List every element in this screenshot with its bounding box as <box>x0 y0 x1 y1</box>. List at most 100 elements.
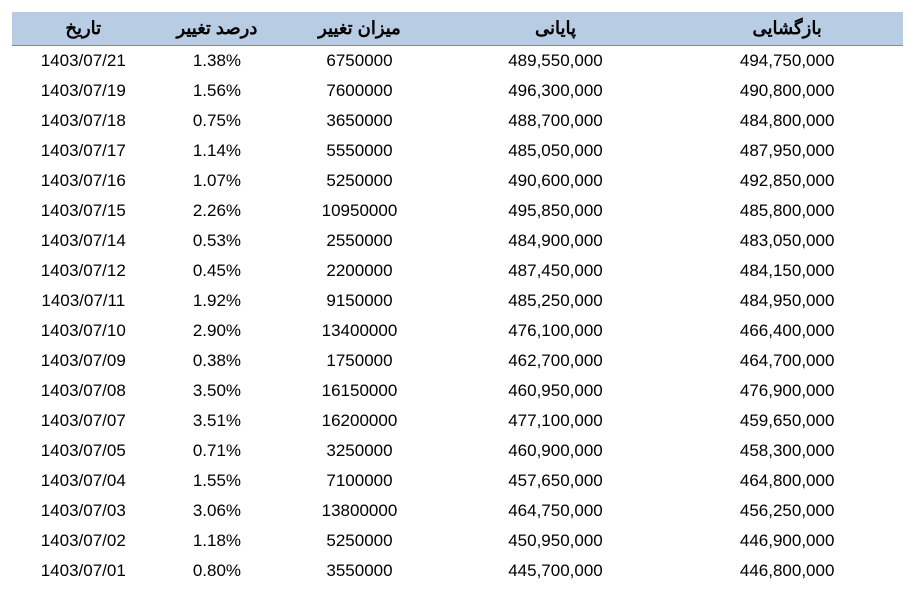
cell-open: 458,300,000 <box>671 436 903 466</box>
table-header-row: تاریخ درصد تغییر میزان تغییر پایانی بازگ… <box>12 12 903 46</box>
cell-pct: 3.50% <box>155 376 280 406</box>
table-row: 1403/07/021.18%5250000450,950,000446,900… <box>12 526 903 556</box>
cell-date: 1403/07/17 <box>12 136 155 166</box>
cell-pct: 2.90% <box>155 316 280 346</box>
cell-date: 1403/07/07 <box>12 406 155 436</box>
cell-date: 1403/07/01 <box>12 556 155 586</box>
cell-close: 460,950,000 <box>440 376 672 406</box>
cell-change: 3550000 <box>279 556 439 586</box>
cell-date: 1403/07/11 <box>12 286 155 316</box>
cell-open: 494,750,000 <box>671 46 903 77</box>
cell-date: 1403/07/21 <box>12 46 155 77</box>
cell-change: 3650000 <box>279 106 439 136</box>
cell-pct: 1.38% <box>155 46 280 77</box>
cell-close: 462,700,000 <box>440 346 672 376</box>
cell-close: 445,700,000 <box>440 556 672 586</box>
table-body: 1403/07/211.38%6750000489,550,000494,750… <box>12 46 903 587</box>
cell-pct: 1.18% <box>155 526 280 556</box>
cell-pct: 2.26% <box>155 196 280 226</box>
cell-change: 5250000 <box>279 166 439 196</box>
cell-close: 488,700,000 <box>440 106 672 136</box>
cell-open: 485,800,000 <box>671 196 903 226</box>
cell-date: 1403/07/03 <box>12 496 155 526</box>
cell-pct: 0.71% <box>155 436 280 466</box>
cell-pct: 1.55% <box>155 466 280 496</box>
cell-open: 459,650,000 <box>671 406 903 436</box>
cell-close: 489,550,000 <box>440 46 672 77</box>
cell-close: 464,750,000 <box>440 496 672 526</box>
cell-change: 5550000 <box>279 136 439 166</box>
cell-change: 13400000 <box>279 316 439 346</box>
cell-open: 483,050,000 <box>671 226 903 256</box>
table-row: 1403/07/041.55%7100000457,650,000464,800… <box>12 466 903 496</box>
cell-date: 1403/07/10 <box>12 316 155 346</box>
cell-close: 487,450,000 <box>440 256 672 286</box>
cell-close: 485,250,000 <box>440 286 672 316</box>
cell-pct: 0.45% <box>155 256 280 286</box>
cell-pct: 0.80% <box>155 556 280 586</box>
cell-change: 13800000 <box>279 496 439 526</box>
cell-close: 484,900,000 <box>440 226 672 256</box>
cell-open: 446,900,000 <box>671 526 903 556</box>
cell-close: 450,950,000 <box>440 526 672 556</box>
cell-change: 7100000 <box>279 466 439 496</box>
col-header-close: پایانی <box>440 12 672 46</box>
cell-change: 5250000 <box>279 526 439 556</box>
cell-pct: 3.06% <box>155 496 280 526</box>
cell-change: 16200000 <box>279 406 439 436</box>
table-row: 1403/07/111.92%9150000485,250,000484,950… <box>12 286 903 316</box>
cell-open: 464,800,000 <box>671 466 903 496</box>
cell-open: 490,800,000 <box>671 76 903 106</box>
cell-open: 464,700,000 <box>671 346 903 376</box>
table-row: 1403/07/211.38%6750000489,550,000494,750… <box>12 46 903 77</box>
cell-close: 490,600,000 <box>440 166 672 196</box>
table-row: 1403/07/010.80%3550000445,700,000446,800… <box>12 556 903 586</box>
table-row: 1403/07/090.38%1750000462,700,000464,700… <box>12 346 903 376</box>
cell-pct: 1.14% <box>155 136 280 166</box>
cell-date: 1403/07/14 <box>12 226 155 256</box>
cell-date: 1403/07/19 <box>12 76 155 106</box>
cell-change: 10950000 <box>279 196 439 226</box>
cell-open: 492,850,000 <box>671 166 903 196</box>
cell-pct: 0.38% <box>155 346 280 376</box>
table-row: 1403/07/073.51%16200000477,100,000459,65… <box>12 406 903 436</box>
table-row: 1403/07/161.07%5250000490,600,000492,850… <box>12 166 903 196</box>
cell-open: 484,950,000 <box>671 286 903 316</box>
cell-date: 1403/07/18 <box>12 106 155 136</box>
cell-date: 1403/07/08 <box>12 376 155 406</box>
table-row: 1403/07/171.14%5550000485,050,000487,950… <box>12 136 903 166</box>
cell-close: 457,650,000 <box>440 466 672 496</box>
cell-open: 466,400,000 <box>671 316 903 346</box>
cell-date: 1403/07/16 <box>12 166 155 196</box>
col-header-change: میزان تغییر <box>279 12 439 46</box>
table-row: 1403/07/120.45%2200000487,450,000484,150… <box>12 256 903 286</box>
cell-close: 496,300,000 <box>440 76 672 106</box>
cell-change: 6750000 <box>279 46 439 77</box>
cell-pct: 0.53% <box>155 226 280 256</box>
cell-change: 16150000 <box>279 376 439 406</box>
table-row: 1403/07/191.56%7600000496,300,000490,800… <box>12 76 903 106</box>
cell-date: 1403/07/04 <box>12 466 155 496</box>
cell-open: 487,950,000 <box>671 136 903 166</box>
col-header-date: تاریخ <box>12 12 155 46</box>
cell-close: 477,100,000 <box>440 406 672 436</box>
table-row: 1403/07/152.26%10950000495,850,000485,80… <box>12 196 903 226</box>
cell-change: 2200000 <box>279 256 439 286</box>
cell-date: 1403/07/02 <box>12 526 155 556</box>
cell-pct: 1.07% <box>155 166 280 196</box>
cell-change: 3250000 <box>279 436 439 466</box>
table-row: 1403/07/180.75%3650000488,700,000484,800… <box>12 106 903 136</box>
cell-date: 1403/07/12 <box>12 256 155 286</box>
cell-open: 476,900,000 <box>671 376 903 406</box>
cell-pct: 1.92% <box>155 286 280 316</box>
cell-open: 484,150,000 <box>671 256 903 286</box>
table-row: 1403/07/140.53%2550000484,900,000483,050… <box>12 226 903 256</box>
cell-open: 456,250,000 <box>671 496 903 526</box>
col-header-pct: درصد تغییر <box>155 12 280 46</box>
table-row: 1403/07/033.06%13800000464,750,000456,25… <box>12 496 903 526</box>
price-history-table: تاریخ درصد تغییر میزان تغییر پایانی بازگ… <box>12 12 903 586</box>
cell-close: 485,050,000 <box>440 136 672 166</box>
cell-close: 460,900,000 <box>440 436 672 466</box>
cell-date: 1403/07/05 <box>12 436 155 466</box>
cell-open: 484,800,000 <box>671 106 903 136</box>
